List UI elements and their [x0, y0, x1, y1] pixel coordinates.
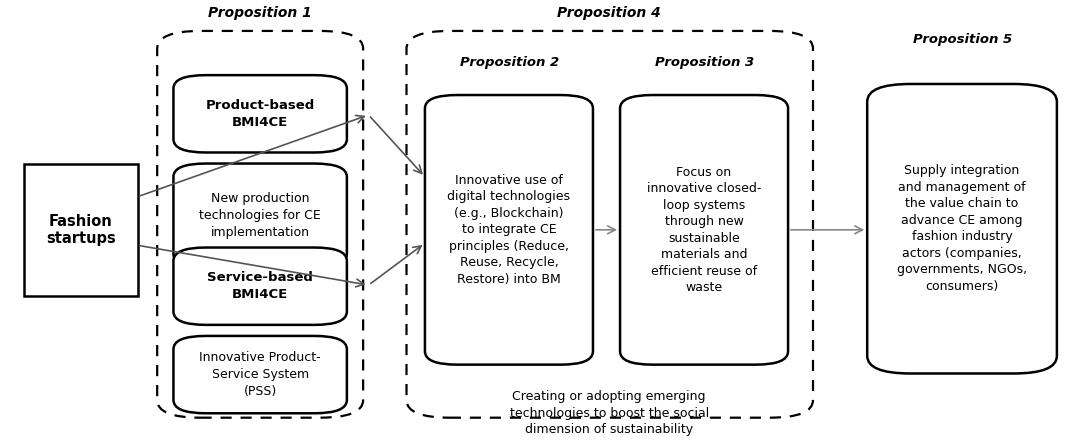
- Text: Proposition 3: Proposition 3: [655, 56, 754, 69]
- Text: Creating or adopting emerging
technologies to boost the social
dimension of sust: Creating or adopting emerging technologi…: [509, 390, 709, 436]
- Text: Focus on
innovative closed-
loop systems
through new
sustainable
materials and
e: Focus on innovative closed- loop systems…: [647, 166, 761, 294]
- Text: Proposition 5: Proposition 5: [913, 34, 1012, 46]
- FancyBboxPatch shape: [867, 84, 1057, 373]
- Text: Innovative Product-
Service System
(PSS): Innovative Product- Service System (PSS): [199, 351, 321, 398]
- FancyBboxPatch shape: [425, 95, 593, 365]
- Bar: [24, 164, 138, 296]
- FancyBboxPatch shape: [173, 75, 347, 152]
- Text: Service-based
BMI4CE: Service-based BMI4CE: [207, 271, 313, 301]
- FancyBboxPatch shape: [620, 95, 788, 365]
- Text: Proposition 1: Proposition 1: [208, 6, 312, 20]
- FancyBboxPatch shape: [173, 336, 347, 413]
- FancyBboxPatch shape: [173, 248, 347, 325]
- Text: Product-based
BMI4CE: Product-based BMI4CE: [206, 99, 314, 129]
- Text: Supply integration
and management of
the value chain to
advance CE among
fashion: Supply integration and management of the…: [896, 164, 1028, 293]
- FancyBboxPatch shape: [173, 164, 347, 267]
- Text: Proposition 4: Proposition 4: [557, 6, 661, 20]
- Text: Fashion
startups: Fashion startups: [46, 213, 116, 246]
- Text: Innovative use of
digital technologies
(e.g., Blockchain)
to integrate CE
princi: Innovative use of digital technologies (…: [448, 174, 570, 286]
- Text: Proposition 2: Proposition 2: [460, 56, 559, 69]
- Text: New production
technologies for CE
implementation: New production technologies for CE imple…: [199, 192, 321, 239]
